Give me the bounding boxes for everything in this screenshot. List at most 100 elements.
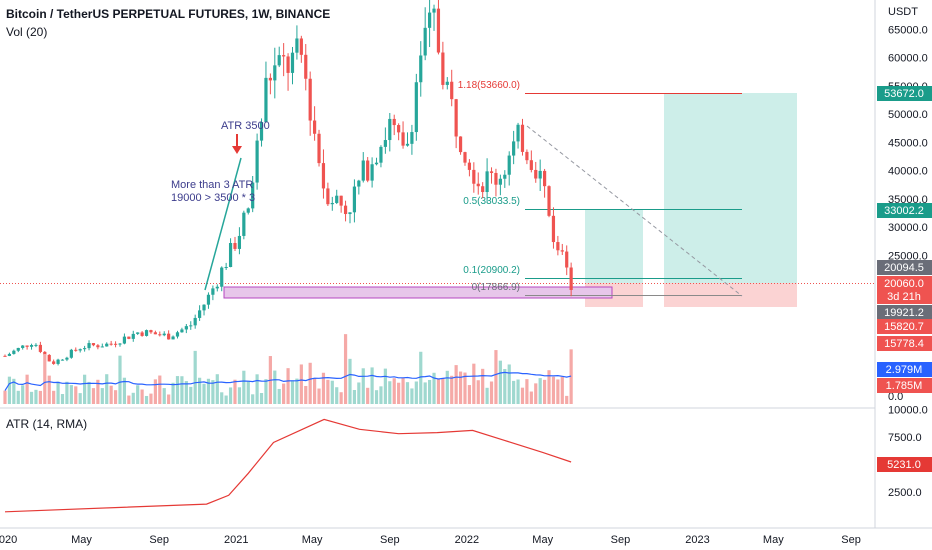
- volume-bar: [193, 350, 197, 404]
- candle-body: [299, 38, 303, 55]
- badge-level-1: 15820.7: [877, 319, 932, 334]
- volume-bar: [38, 390, 42, 404]
- candle-body: [202, 304, 206, 311]
- candle-body: [352, 186, 357, 213]
- volume-bar: [308, 362, 312, 404]
- candle-body: [167, 333, 171, 340]
- time-tick: Sep: [149, 534, 169, 546]
- candle-body: [56, 359, 60, 364]
- volume-axis-tick: 0.0: [888, 391, 903, 403]
- price-tick: 60000.0: [888, 53, 928, 65]
- volume-bar: [534, 383, 538, 404]
- candle-body: [91, 343, 96, 346]
- volume-bar: [401, 378, 405, 404]
- atr-arrow-label: ATR 3500: [221, 120, 270, 132]
- volume-bar: [463, 372, 467, 404]
- candle-body: [304, 54, 308, 79]
- time-tick: May: [302, 534, 323, 546]
- volume-bar: [397, 382, 401, 404]
- volume-bar: [295, 378, 299, 404]
- candle-body: [560, 250, 564, 252]
- time-tick: 2022: [455, 534, 479, 546]
- volume-bar: [472, 363, 476, 404]
- volume-bar: [379, 386, 383, 404]
- candle-body: [87, 343, 91, 349]
- svg-text:15778.4: 15778.4: [884, 338, 924, 350]
- candle-body: [122, 336, 127, 344]
- volume-bar: [171, 382, 175, 404]
- svg-text:19921.2: 19921.2: [884, 307, 924, 319]
- candle-body: [428, 12, 432, 28]
- candle-body: [34, 344, 38, 346]
- candle-body: [525, 151, 529, 161]
- volume-bar: [516, 379, 520, 404]
- volume-bar: [189, 386, 193, 404]
- candle-body: [343, 205, 348, 215]
- candle-body: [472, 169, 476, 184]
- candle-body: [268, 77, 272, 81]
- volume-bar: [246, 380, 250, 404]
- candle-body: [180, 329, 184, 333]
- candle-body: [162, 333, 166, 336]
- candle-body: [149, 330, 153, 333]
- candle-body: [171, 336, 175, 340]
- atr-line: [4, 418, 572, 513]
- volume-bar: [547, 370, 551, 404]
- candle-body: [397, 125, 401, 133]
- candle-body: [551, 215, 556, 243]
- candle-body: [454, 99, 458, 137]
- candle-body: [290, 52, 295, 73]
- volume-bar: [43, 353, 47, 404]
- volume-bar: [242, 370, 246, 404]
- volume-bar: [60, 394, 65, 404]
- volume-bar: [3, 390, 7, 404]
- volume-bar: [251, 394, 255, 404]
- badge-volume-ma: 2.979M: [877, 362, 932, 377]
- badge-last-price: 20060.0 3d 21h: [877, 276, 932, 304]
- candle-body: [16, 347, 20, 351]
- volume-bar: [224, 395, 228, 404]
- volume-bar: [211, 380, 215, 404]
- projection-trendline: [526, 125, 743, 297]
- candle-body: [357, 180, 361, 187]
- volume-bar: [352, 390, 357, 404]
- volume-bar: [215, 374, 219, 404]
- volume-bar: [374, 390, 379, 404]
- volume-bar: [529, 391, 533, 404]
- candle-body: [489, 171, 494, 173]
- candle-body: [242, 212, 246, 236]
- candle-body: [321, 163, 326, 189]
- candle-body: [65, 357, 69, 360]
- volume-bar: [259, 393, 264, 404]
- atr-move-line: [204, 157, 242, 291]
- time-tick: 2020: [0, 534, 17, 546]
- candle-body: [556, 242, 560, 251]
- chart-title: Bitcoin / TetherUS PERPETUAL FUTURES, 1W…: [6, 7, 331, 21]
- badge-target: 53672.0: [877, 86, 932, 101]
- volume-bar: [485, 387, 489, 404]
- volume-bar: [299, 364, 303, 404]
- volume-bar: [290, 380, 295, 404]
- volume-bar: [25, 374, 29, 404]
- volume-bar: [458, 371, 463, 404]
- candle-body: [414, 82, 418, 133]
- svg-text:53672.0: 53672.0: [884, 88, 924, 100]
- time-tick: May: [763, 534, 784, 546]
- volume-bar: [237, 387, 242, 404]
- candle-body: [410, 132, 414, 144]
- candle-body: [476, 183, 480, 187]
- volume-bar: [565, 395, 569, 404]
- time-axis[interactable]: 2020 May Sep 2021 May Sep 2022 May Sep 2023 May Sep: [0, 534, 861, 546]
- candle-body: [516, 124, 520, 142]
- candle-body: [313, 120, 317, 134]
- candle-body: [100, 346, 104, 348]
- svg-text:1.785M: 1.785M: [886, 380, 923, 392]
- support-zone[interactable]: [223, 286, 613, 299]
- candle-body: [140, 332, 144, 336]
- badge-low: 19921.2: [877, 305, 932, 320]
- volume-bar: [273, 370, 277, 404]
- volume-bar: [313, 378, 317, 404]
- candle-body: [113, 343, 118, 345]
- fib-label-01: 0.1(20900.2): [463, 265, 520, 276]
